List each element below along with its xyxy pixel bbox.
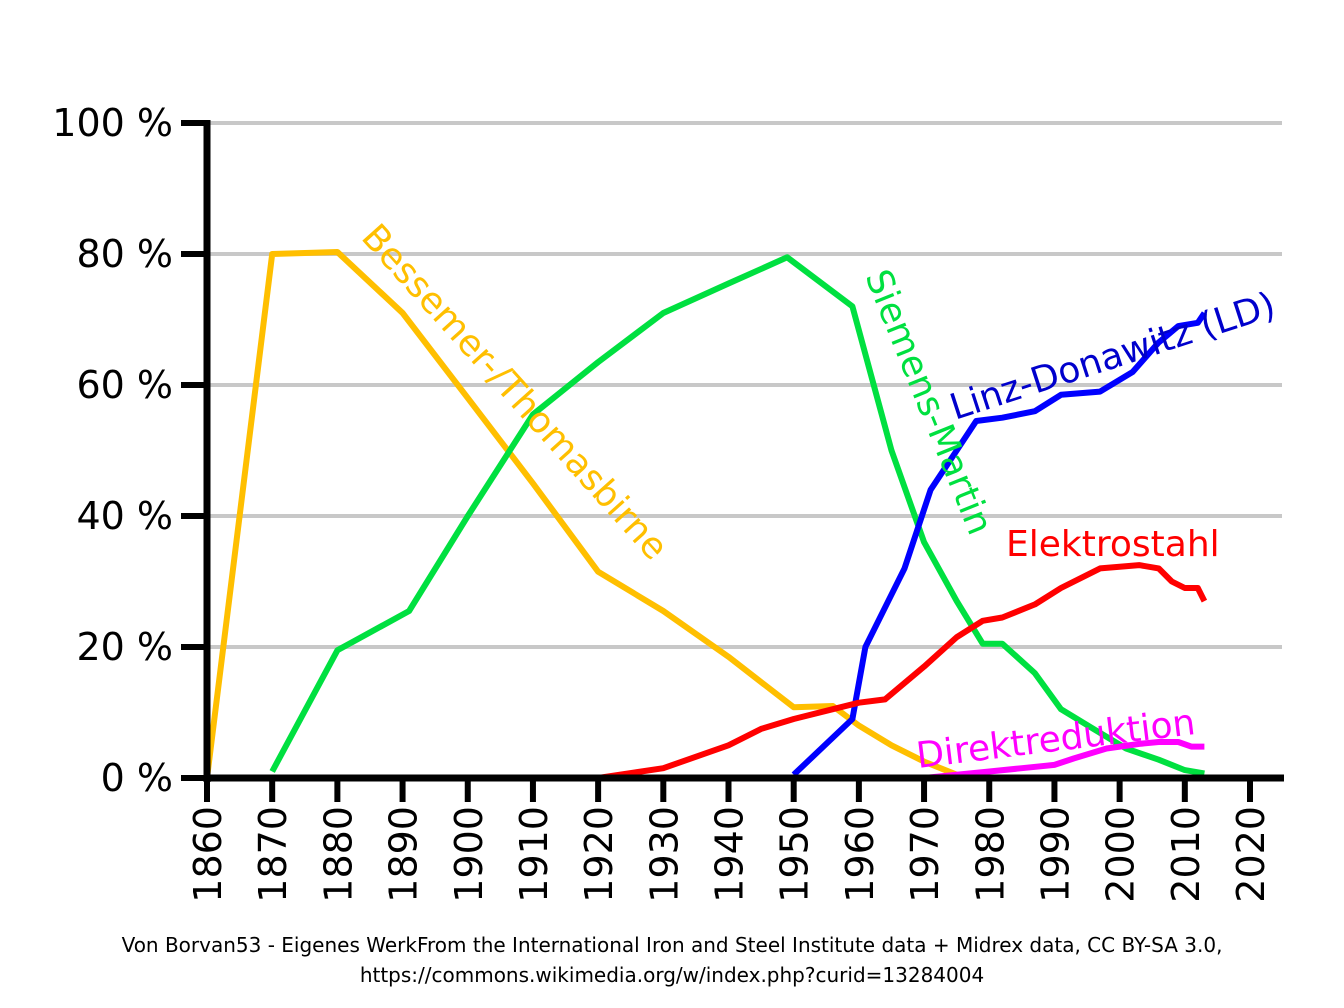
x-tick-label: 2000 — [1099, 806, 1143, 903]
credit-line-1: Von Borvan53 - Eigenes WerkFrom the Inte… — [121, 933, 1223, 957]
x-tick-label: 1960 — [838, 806, 882, 903]
y-tick-label: 0 % — [101, 756, 173, 800]
x-tick-label: 1870 — [251, 806, 295, 903]
x-tick-label: 1900 — [447, 806, 491, 903]
y-tick-label: 20 % — [76, 625, 173, 669]
y-tick-label: 40 % — [76, 494, 173, 538]
x-tick-label: 1990 — [1033, 806, 1077, 903]
x-tick-label: 1920 — [577, 806, 621, 903]
x-tick-label: 1980 — [968, 806, 1012, 903]
y-tick-label: 100 % — [52, 101, 173, 145]
x-tick-label: 1880 — [316, 806, 360, 903]
x-ticks: 1860 1870 1880 1890 1900 1910 1920 1930 1940 1950… — [186, 778, 1273, 903]
y-tick-label: 60 % — [76, 363, 173, 407]
series-line-0 — [204, 249, 958, 779]
series-lines — [204, 249, 1208, 781]
series-line-2 — [791, 311, 1207, 777]
x-tick-label: 1910 — [512, 806, 556, 903]
image-credit: Von Borvan53 - Eigenes WerkFrom the Inte… — [0, 930, 1344, 990]
x-tick-label: 1890 — [382, 806, 426, 903]
series-line-1 — [269, 254, 1205, 777]
axes — [203, 120, 1284, 782]
credit-line-2: https://commons.wikimedia.org/w/index.ph… — [359, 963, 985, 987]
x-tick-label: 1950 — [773, 806, 817, 903]
ld-label: Linz-Donawitz (LD) — [945, 285, 1280, 429]
series-line-3 — [597, 562, 1208, 781]
y-ticks: 0 % 20 % 40 % 60 % 80 % 100 % — [52, 101, 207, 800]
gridlines — [207, 121, 1282, 649]
x-tick-label: 1930 — [642, 806, 686, 903]
x-tick-label: 2020 — [1229, 806, 1273, 903]
x-tick-label: 1860 — [186, 806, 230, 903]
x-tick-label: 1970 — [903, 806, 947, 903]
y-tick-label: 80 % — [76, 232, 173, 276]
elektro-label: Elektrostahl — [1006, 524, 1220, 565]
series-line-4 — [923, 739, 1205, 781]
x-tick-label: 2010 — [1164, 806, 1208, 903]
steel-production-chart: 0 % 20 % 40 % 60 % 80 % 100 % 1860 1870 1880 189… — [52, 101, 1284, 903]
x-tick-label: 1940 — [708, 806, 752, 903]
